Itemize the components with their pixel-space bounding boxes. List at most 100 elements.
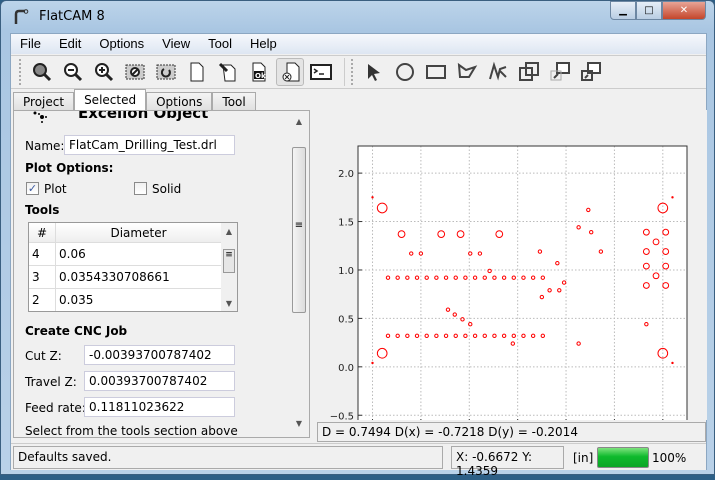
toolbar-separator — [344, 58, 345, 86]
units-label: [in] — [573, 451, 594, 465]
selected-panel: Excellon Object Name: FlatCam_Drilling_T… — [13, 110, 310, 438]
new-file-button[interactable] — [183, 58, 211, 86]
client-area: File Edit Options View Tool Help Ok Project Se… — [10, 33, 707, 478]
drill-hole — [662, 282, 670, 289]
drill-hole — [468, 322, 473, 327]
drill-hole — [456, 230, 465, 239]
rectangle-button[interactable] — [422, 58, 450, 86]
table-row[interactable]: 3 0.0354330708661 — [29, 266, 222, 289]
close-button[interactable]: ✕ — [662, 1, 706, 20]
drill-hole — [530, 333, 536, 339]
path-button[interactable] — [484, 58, 512, 86]
drill-plot[interactable]: 0.00.51.01.52.02.53.0−0.50.00.51.01.52.0 — [314, 110, 707, 439]
drill-hole — [424, 275, 429, 280]
cnc-job-heading: Create CNC Job — [25, 324, 128, 338]
solid-label: Solid — [152, 182, 182, 196]
circle-button[interactable] — [391, 58, 419, 86]
zoom-out-button[interactable] — [59, 58, 87, 86]
drill-hole — [482, 275, 487, 280]
toolbar-grip[interactable] — [351, 59, 354, 85]
cursor-coordinates: X: -0.6672 Y: 1.4359 — [451, 446, 564, 478]
delete-file-icon — [282, 62, 300, 82]
drill-hole — [511, 275, 516, 280]
edit-file-button[interactable] — [214, 58, 242, 86]
zoom-out-icon — [64, 63, 83, 82]
panel-scrollbar[interactable]: ▲ ≡ ▼ — [291, 113, 307, 435]
feed-rate-label: Feed rate: — [25, 401, 86, 415]
plot-checkbox[interactable]: ✓ — [26, 182, 39, 195]
table-row[interactable]: 2 0.035 — [29, 289, 222, 311]
delete-file-button[interactable] — [276, 58, 304, 86]
drill-hole — [463, 275, 468, 280]
replot-button[interactable] — [152, 58, 180, 86]
plot-area — [358, 146, 687, 423]
drill-hole — [657, 202, 669, 214]
drill-hole — [468, 251, 473, 256]
menu-edit[interactable]: Edit — [58, 36, 82, 51]
rectangle-icon — [426, 65, 446, 79]
menu-file[interactable]: File — [20, 36, 41, 51]
name-input[interactable]: FlatCam_Drilling_Test.drl — [64, 135, 235, 155]
drill-hole — [644, 322, 649, 327]
solid-checkbox[interactable] — [134, 182, 147, 195]
copy-button[interactable] — [577, 58, 605, 86]
drill-hole — [418, 251, 424, 256]
polygon-icon — [457, 62, 478, 78]
drill-hole — [487, 268, 492, 274]
progress-bar — [597, 447, 649, 468]
select-arrow-button[interactable] — [360, 58, 388, 86]
clear-plot-button[interactable] — [121, 58, 149, 86]
union-button[interactable] — [515, 58, 543, 86]
flatcam-logo-icon — [14, 9, 29, 24]
ok-file-button[interactable]: Ok — [245, 58, 273, 86]
menu-options[interactable]: Options — [99, 36, 145, 51]
drill-hole — [642, 228, 650, 236]
drill-hole — [397, 230, 406, 239]
shell-button[interactable] — [307, 58, 335, 86]
drill-hole — [395, 333, 400, 339]
zoom-fit-button[interactable] — [28, 58, 56, 86]
tools-heading: Tools — [25, 203, 60, 217]
minimize-button[interactable]: ▁ — [610, 1, 636, 20]
drill-hole — [385, 333, 391, 339]
tools-table-scrollbar[interactable]: ▲ ≡ ▼ — [221, 223, 237, 311]
y-tick-label: 0.5 — [338, 314, 354, 325]
drill-hole — [589, 230, 594, 235]
tab-project[interactable]: Project — [13, 92, 75, 110]
drill-hole — [434, 333, 439, 339]
drill-hole — [409, 251, 414, 256]
plot-canvas[interactable]: 0.00.51.01.52.02.53.0−0.50.00.51.01.52.0 — [314, 110, 707, 439]
menu-help[interactable]: Help — [249, 36, 277, 51]
maximize-button[interactable]: □ — [636, 1, 662, 20]
drill-hole — [477, 251, 483, 256]
tab-selected[interactable]: Selected — [74, 89, 147, 110]
column-header-diameter[interactable]: Diameter — [56, 223, 222, 243]
cut-z-input[interactable]: -0.00393700787402 — [84, 345, 235, 365]
drill-hole — [557, 288, 562, 293]
drill-hole — [530, 275, 536, 280]
drill-hole — [492, 333, 497, 339]
tab-options[interactable]: Options — [146, 92, 213, 110]
toolbar-grip[interactable] — [19, 59, 22, 85]
drill-hole — [460, 317, 465, 322]
travel-z-label: Travel Z: — [25, 375, 77, 389]
drill-hole — [576, 225, 581, 230]
drill-hole — [452, 312, 457, 317]
drill-hole — [495, 230, 504, 239]
circle-icon — [396, 63, 414, 81]
travel-z-input[interactable]: 0.00393700787402 — [84, 371, 235, 391]
feed-rate-input[interactable]: 0.11811023622 — [84, 397, 235, 417]
clear-plot-icon — [125, 64, 145, 80]
column-header-number[interactable]: # — [29, 223, 56, 243]
polygon-button[interactable] — [453, 58, 481, 86]
drill-hole — [501, 333, 507, 339]
object-heading: Excellon Object — [78, 110, 209, 122]
zoom-in-button[interactable] — [90, 58, 118, 86]
tab-tool[interactable]: Tool — [212, 92, 256, 110]
menu-view[interactable]: View — [162, 36, 191, 51]
copy-icon — [581, 62, 601, 81]
move-button[interactable] — [546, 58, 574, 86]
table-row[interactable]: 4 0.06 — [29, 243, 222, 266]
menu-tool[interactable]: Tool — [208, 36, 232, 51]
tool-number: 3 — [32, 270, 40, 284]
